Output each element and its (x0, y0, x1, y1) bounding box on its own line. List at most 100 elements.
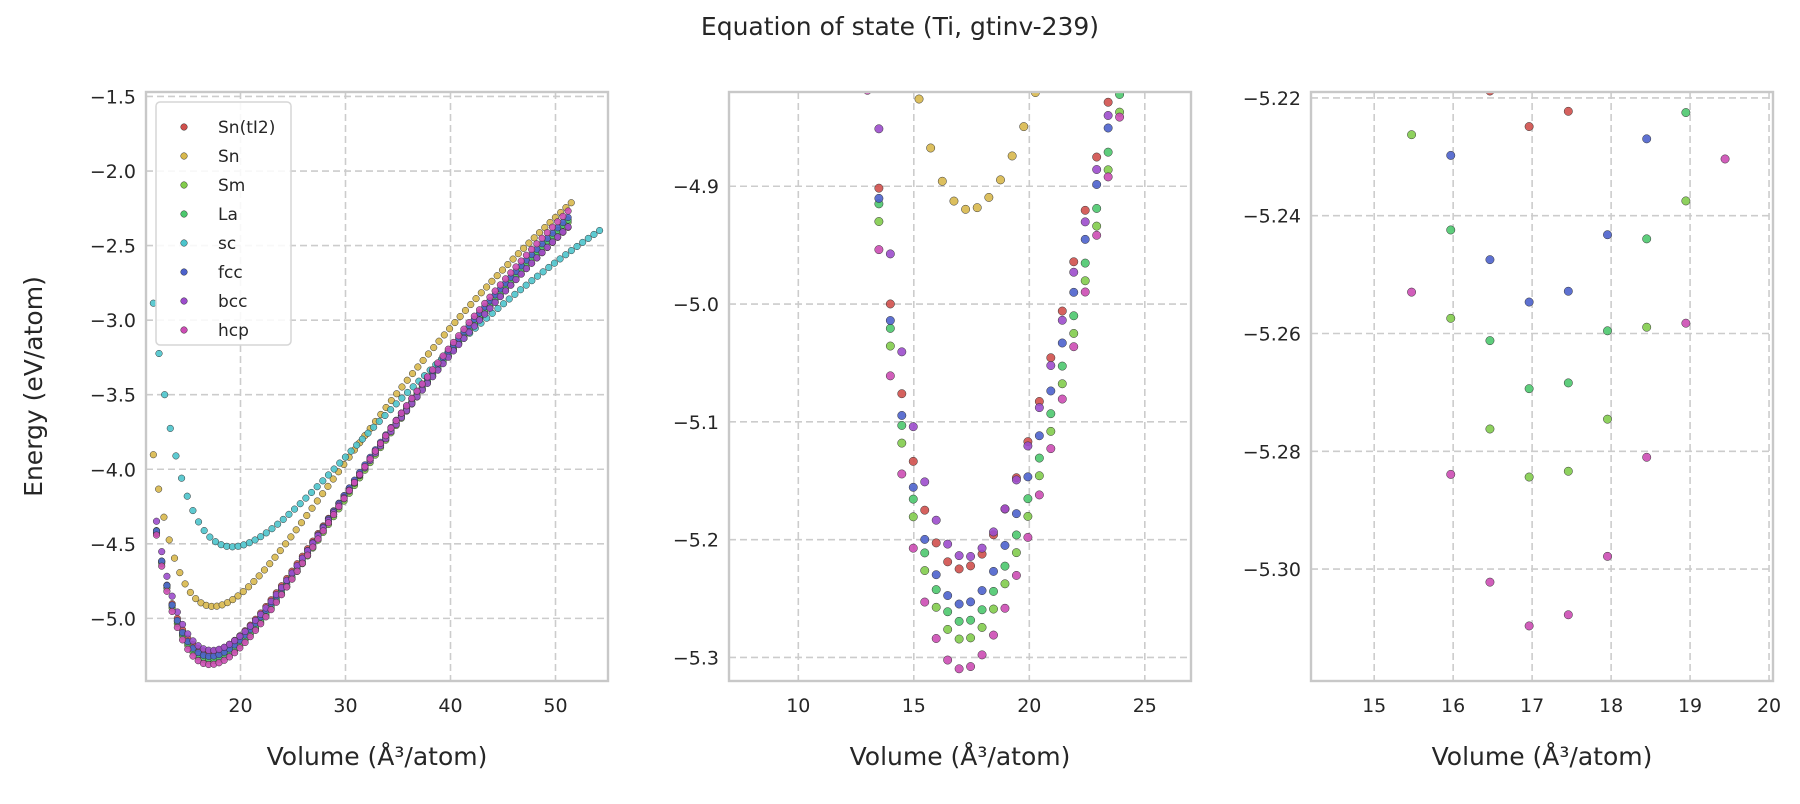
legend-marker (180, 210, 188, 218)
data-point (897, 389, 907, 399)
data-point (184, 645, 192, 653)
data-point (1563, 466, 1573, 476)
data-point (559, 228, 567, 236)
data-point (251, 536, 259, 544)
legend-label: La (218, 205, 238, 225)
panel-3: 15 16 17 18 19 20 −5.30 −5.28 −5.26 −5.24 −5.22 Vol… (1243, 88, 1781, 771)
data-point (543, 229, 551, 237)
data-point (522, 265, 530, 273)
y-tick-label: −5.2 (673, 530, 719, 552)
data-point (408, 394, 416, 402)
y-tick-label: −2.5 (90, 236, 136, 258)
data-point (423, 373, 431, 381)
data-point (1046, 353, 1056, 363)
data-point (514, 250, 522, 258)
data-point (1115, 112, 1125, 122)
data-point (511, 290, 519, 298)
data-point (1092, 165, 1102, 174)
data-point (530, 234, 538, 242)
data-point (477, 289, 485, 297)
data-point (989, 630, 998, 640)
data-point (313, 497, 321, 505)
data-point (1446, 225, 1456, 235)
data-point (486, 293, 494, 301)
data-point (387, 424, 395, 432)
data-point (161, 391, 169, 399)
data-point (908, 512, 918, 522)
data-point (874, 124, 884, 134)
data-point (277, 591, 286, 599)
data-point (291, 505, 299, 513)
data-point (494, 304, 502, 313)
data-point (152, 517, 161, 525)
data-point (550, 259, 558, 267)
data-point (1011, 548, 1021, 558)
data-point (319, 490, 327, 498)
data-point (260, 566, 268, 574)
data-point (920, 477, 930, 487)
data-point (1563, 610, 1573, 620)
data-point (251, 616, 260, 624)
data-point (324, 482, 332, 490)
data-point (170, 554, 179, 562)
data-point (1000, 603, 1010, 613)
data-point (236, 632, 244, 640)
data-point (266, 560, 274, 568)
data-point (279, 515, 287, 523)
data-point (512, 263, 520, 271)
data-point (931, 585, 941, 595)
data-point (257, 620, 265, 628)
y-tick-label: −5.0 (673, 294, 719, 316)
data-point (287, 533, 295, 541)
data-point (220, 656, 228, 664)
data-point (548, 238, 557, 246)
data-point (1069, 342, 1079, 352)
data-point (1034, 431, 1044, 441)
data-point (392, 400, 400, 408)
data-point (977, 586, 987, 596)
data-point (353, 441, 361, 449)
x-axis-label: Volume (Å³/atom) (267, 742, 488, 771)
data-point (1407, 287, 1417, 297)
data-point (456, 312, 464, 321)
data-point (488, 277, 496, 285)
x-tick-label: 15 (902, 695, 926, 717)
data-point (1524, 297, 1534, 307)
series-La (1446, 108, 1691, 394)
data-point (966, 561, 976, 571)
data-point (1011, 530, 1021, 540)
data-point (1023, 511, 1033, 521)
points-group (149, 199, 604, 669)
data-point (178, 474, 186, 482)
data-point (231, 637, 239, 645)
data-point (1080, 258, 1090, 268)
data-point (1057, 394, 1067, 404)
legend-marker (180, 268, 188, 276)
data-point (1080, 217, 1090, 227)
data-point (1642, 234, 1652, 244)
data-point (460, 325, 468, 333)
data-point (285, 510, 293, 518)
data-point (472, 295, 480, 303)
data-point (509, 255, 517, 263)
data-point (340, 494, 348, 503)
data-point (972, 203, 982, 213)
data-point (413, 387, 421, 395)
data-point (1446, 313, 1456, 323)
data-point (434, 359, 442, 367)
data-point (954, 551, 964, 561)
y-tick-label: −3.0 (90, 310, 136, 332)
data-point (414, 363, 422, 371)
data-point (1023, 472, 1033, 482)
y-tick-label: −4.9 (673, 176, 719, 198)
y-tick-label: −4.0 (90, 459, 136, 481)
data-point (375, 417, 383, 425)
data-point (989, 604, 998, 614)
data-point (296, 500, 304, 508)
data-point (1485, 577, 1495, 587)
data-point (1642, 322, 1652, 332)
data-point (996, 175, 1005, 185)
data-point (251, 626, 260, 634)
data-point (977, 623, 987, 632)
data-point (954, 564, 964, 574)
